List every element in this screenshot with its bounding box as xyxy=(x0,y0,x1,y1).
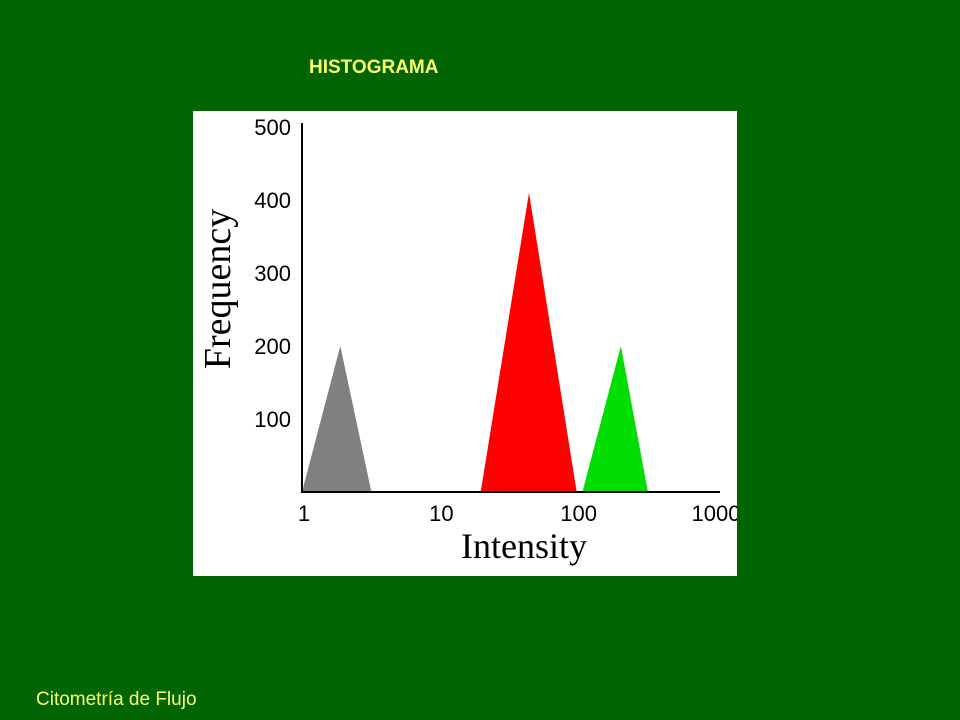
x-tick-labels: 1 10 100 1000 xyxy=(298,501,737,526)
series-layer xyxy=(302,192,648,492)
x-tick-label: 100 xyxy=(560,501,597,526)
x-tick-label: 1000 xyxy=(692,501,737,526)
y-tick-label: 100 xyxy=(254,407,291,432)
x-tick-label: 10 xyxy=(429,501,453,526)
slide-title-text: HISTOGRAMA xyxy=(309,57,439,78)
footer-text: Citometría de Flujo xyxy=(36,689,197,710)
y-tick-label: 300 xyxy=(254,261,291,286)
histogram-peak-3 xyxy=(582,346,648,492)
y-tick-labels: 100 200 300 400 500 xyxy=(254,115,291,432)
y-tick-label: 400 xyxy=(254,188,291,213)
y-axis-label: Frequency xyxy=(197,209,239,369)
histogram-chart: 100 200 300 400 500 1 10 100 1000 Frequency Int… xyxy=(193,111,737,576)
x-tick-label: 1 xyxy=(298,501,310,526)
y-tick-label: 500 xyxy=(254,115,291,140)
y-tick-label: 200 xyxy=(254,334,291,359)
histogram-svg: 100 200 300 400 500 1 10 100 1000 Frequency Int… xyxy=(197,115,737,566)
histogram-peak-1 xyxy=(302,346,372,492)
histogram-peak-2 xyxy=(480,192,577,492)
x-axis-label: Intensity xyxy=(461,526,587,566)
